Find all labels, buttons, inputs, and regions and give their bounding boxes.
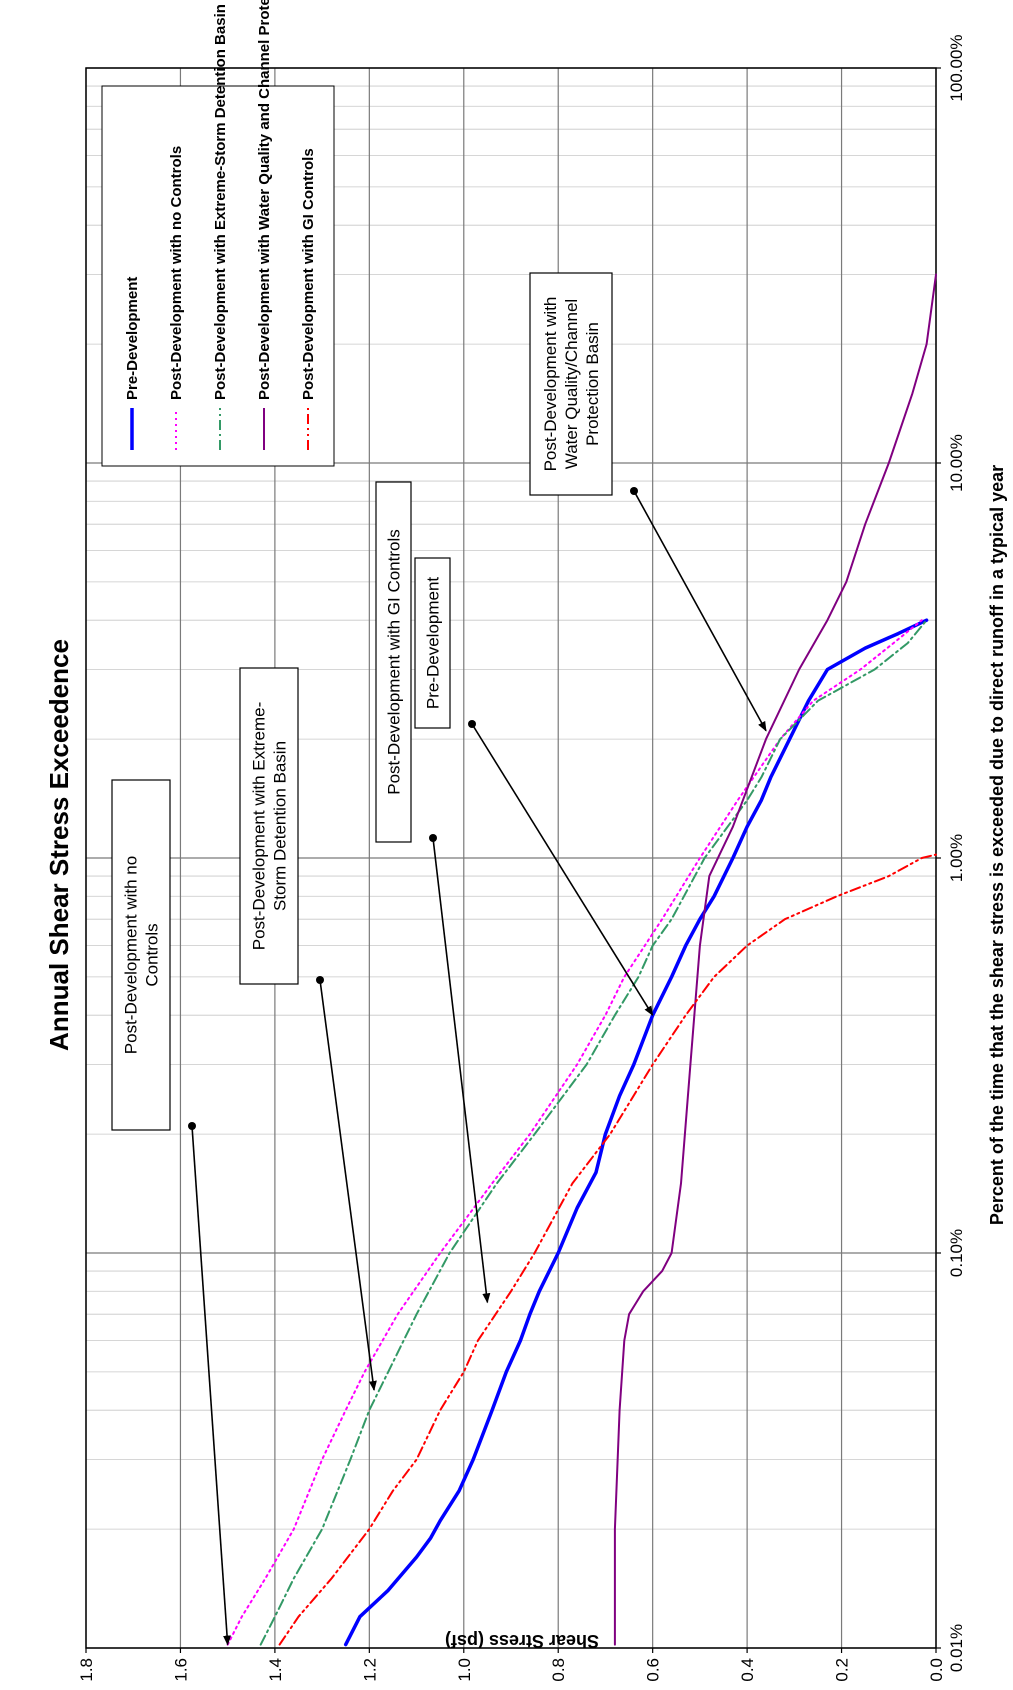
legend-label: Post-Development with Water Quality and … <box>256 0 273 400</box>
annotation-box <box>239 667 299 985</box>
y-tick-label: 1.8 <box>77 1658 96 1682</box>
annotation-label: Post-Development with GI Controls <box>385 529 404 795</box>
legend-label: Pre-Development <box>124 277 141 400</box>
y-tick-label: 1.6 <box>171 1658 190 1682</box>
annotation-box <box>375 481 412 843</box>
y-tick-label: 1.4 <box>266 1658 285 1682</box>
y-axis-title: Shear Stress (psf) <box>445 1631 599 1651</box>
annotation-label: Controls <box>143 923 162 986</box>
x-tick-label: 0.01% <box>947 1624 966 1672</box>
annotation-label: Pre-Development <box>424 577 443 710</box>
x-tick-label: 10.00% <box>947 434 966 492</box>
y-tick-label: 0.0 <box>927 1658 946 1682</box>
x-tick-label: 1.00% <box>947 834 966 882</box>
x-tick-label: 100.00% <box>947 34 966 101</box>
annotation-layer: Post-Development with no Controls Post-Dev… <box>111 272 767 1646</box>
annotation-arrow <box>633 490 767 732</box>
legend-label: Post-Development with no Controls <box>168 146 185 400</box>
annotation-arrow <box>191 1125 232 1646</box>
x-tick-label: 0.10% <box>947 1229 966 1277</box>
series-line-1 <box>343 618 929 1647</box>
x-axis-ticks: 0.01% 0.10% 1.00% 10.00% 100.00% <box>936 34 966 1672</box>
annotation-box <box>529 272 613 496</box>
x-axis-title: Percent of the time that the shear stres… <box>987 465 1007 1225</box>
series-line-5 <box>278 853 937 1646</box>
legend: Pre-Development Post-Development with no … <box>101 0 335 467</box>
annotation-arrow <box>319 979 377 1391</box>
annotation-label: Water Quality/Channel <box>562 299 581 469</box>
annotation-box <box>414 557 451 729</box>
series-layer <box>226 273 937 1647</box>
legend-box <box>101 85 335 467</box>
y-tick-label: 1.0 <box>455 1658 474 1682</box>
y-tick-label: 0.2 <box>833 1658 852 1682</box>
minor-grid <box>86 85 936 1530</box>
series-line-3 <box>259 619 928 1646</box>
annotation-label: Protection Basin <box>583 322 602 446</box>
legend-label: Post-Development with Extreme-Storm Dete… <box>212 4 229 400</box>
annotation-label: Storm Detention Basin <box>271 741 290 911</box>
y-axis-ticks: 0.0 0.2 0.4 0.6 0.8 1.0 1.2 1.4 1.6 1.8 <box>77 1648 946 1682</box>
series-line-4 <box>613 273 937 1646</box>
annotation-box <box>111 779 171 1131</box>
annotation-arrow <box>432 837 491 1304</box>
annotation-label: Post-Development with <box>541 297 560 472</box>
series-line-2 <box>226 619 923 1646</box>
annotation-label: Post-Development with no <box>122 856 141 1054</box>
legend-label: Post-Development with GI Controls <box>300 148 317 400</box>
annotation-label: Post-Development with Extreme- <box>250 702 269 950</box>
y-tick-label: 0.4 <box>738 1658 757 1682</box>
chart-title: Annual Shear Stress Exceedence <box>44 639 74 1051</box>
y-tick-label: 1.2 <box>360 1658 379 1682</box>
y-tick-label: 0.6 <box>644 1658 663 1682</box>
annotation-arrow <box>471 723 654 1017</box>
y-tick-label: 0.8 <box>549 1658 568 1682</box>
